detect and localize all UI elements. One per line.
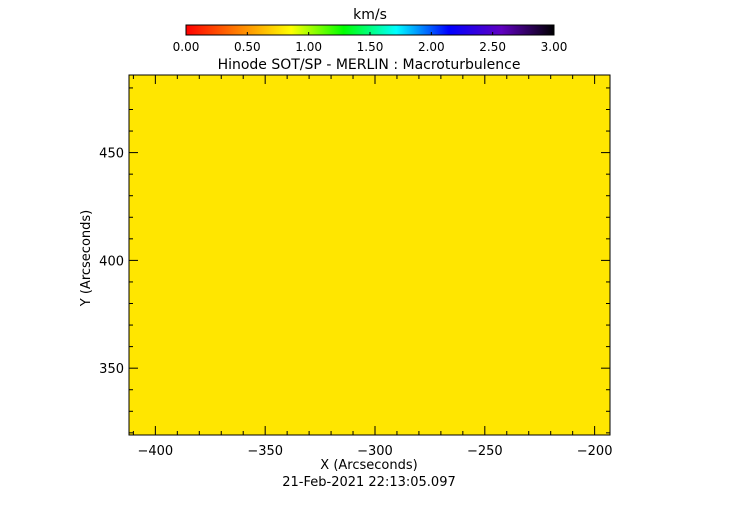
colorbar-tick-label: 2.00	[418, 40, 445, 54]
colorbar-ticks: 0.00 0.50 1.00 1.50 2.00 2.50 3.00	[173, 32, 568, 54]
axis-ticks: −400 −350 −300 −250 −200 350 400 450	[99, 75, 612, 459]
x-tick-label: −250	[467, 444, 503, 459]
timestamp: 21-Feb-2021 22:13:05.097	[282, 475, 456, 490]
colorbar-tick-label: 3.00	[541, 40, 568, 54]
plot-frame	[128, 74, 611, 436]
x-tick-label: −200	[577, 444, 613, 459]
x-tick-label: −350	[247, 444, 283, 459]
x-tick-label: −400	[137, 444, 173, 459]
plot-area: −400 −350 −300 −250 −200 350 400 450	[99, 74, 612, 459]
y-tick-label: 450	[99, 147, 124, 162]
colorbar-tick-label: 0.50	[234, 40, 261, 54]
x-axis-label: X (Arcseconds)	[320, 458, 417, 473]
colorbar: km/s 0.00 0.50 1.00 1.50 2.00 2.50 3.00	[173, 7, 568, 54]
colorbar-tick-label: 1.00	[295, 40, 322, 54]
y-axis-label: Y (Arcseconds)	[79, 210, 94, 307]
heatmap-field	[129, 75, 610, 435]
y-tick-label: 350	[99, 362, 124, 377]
colorbar-unit-label: km/s	[353, 7, 387, 23]
colorbar-tick-label: 1.50	[357, 40, 384, 54]
x-tick-label: −300	[357, 444, 393, 459]
y-tick-label: 400	[99, 254, 124, 269]
colorbar-tick-label: 2.50	[479, 40, 506, 54]
chart-title: Hinode SOT/SP - MERLIN : Macroturbulence	[218, 57, 521, 73]
colorbar-tick-label: 0.00	[173, 40, 200, 54]
